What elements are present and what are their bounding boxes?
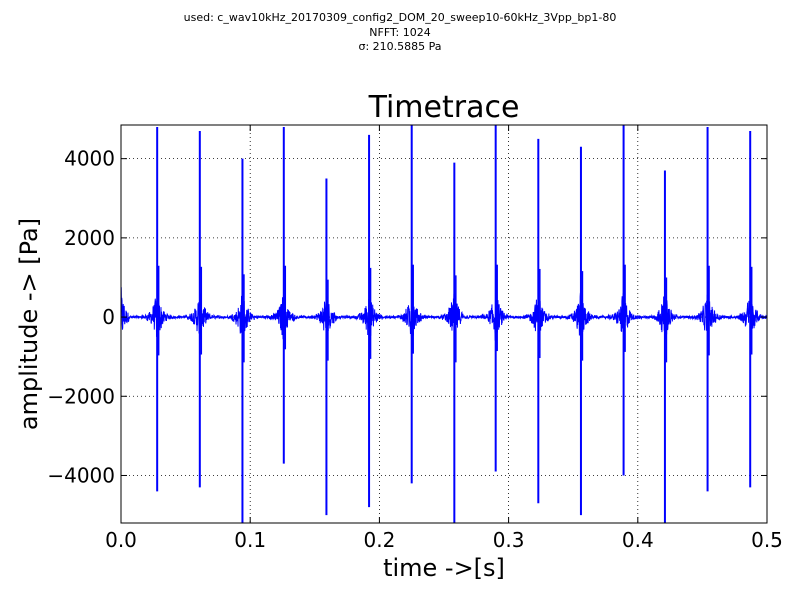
chart-title: Timetrace	[368, 90, 520, 125]
x-tick-label: 0.4	[622, 528, 654, 552]
x-tick-label: 0.2	[363, 528, 395, 552]
ticks: 0.0 0.1 0.2 0.3 0.4 0.5 −4000 −2000 0 2000 4000	[47, 125, 783, 552]
header-line-2: NFFT: 1024	[369, 26, 431, 39]
header-line-1: used: c_wav10kHz_20170309_config2_DOM_20…	[183, 11, 617, 24]
plot-frame	[120, 124, 768, 524]
x-tick-label: 0.1	[234, 528, 266, 552]
signal-line	[121, 287, 767, 343]
y-axis-label: amplitude -> [Pa]	[15, 218, 43, 430]
y-tick-label: 4000	[64, 147, 115, 171]
data-layer	[121, 125, 767, 523]
x-tick-label: 0.5	[751, 528, 783, 552]
header-line-3: σ: 210.5885 Pa	[358, 40, 442, 53]
y-tick-label: 0	[102, 305, 115, 329]
x-tick-label: 0.0	[105, 528, 137, 552]
y-tick-label: −2000	[47, 384, 115, 408]
x-tick-label: 0.3	[493, 528, 525, 552]
x-axis-label: time ->[s]	[383, 554, 505, 582]
y-tick-label: 2000	[64, 226, 115, 250]
y-tick-label: −4000	[47, 463, 115, 487]
